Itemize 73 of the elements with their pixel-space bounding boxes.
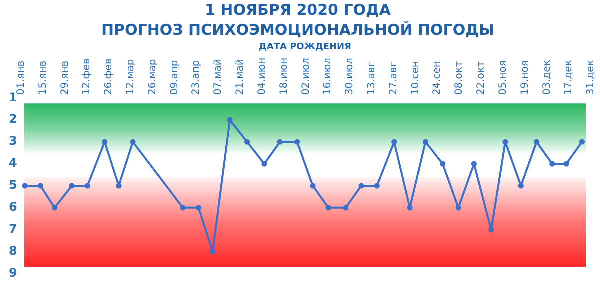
point xyxy=(534,139,540,145)
x-axis-title: ДАТА РОЖДЕНИЯ xyxy=(258,42,352,53)
x-tick-label: 08.окт xyxy=(454,61,466,96)
point xyxy=(310,183,316,189)
point xyxy=(244,139,250,145)
x-tick-label: 15.янв xyxy=(38,60,49,96)
chart-title: 1 НОЯБРЯ 2020 ГОДА xyxy=(205,0,392,19)
chart-subtitle: ПРОГНОЗ ПСИХОЭМОЦИОНАЛЬНОЙ ПОГОДЫ xyxy=(101,20,495,39)
point xyxy=(52,205,58,211)
x-tick-label: 26.фев xyxy=(104,58,115,96)
point xyxy=(564,161,570,167)
point xyxy=(84,183,90,189)
point xyxy=(456,205,462,211)
y-tick-label: 8 xyxy=(8,244,18,258)
point xyxy=(422,139,428,145)
y-tick-label: 1 xyxy=(8,90,18,104)
point xyxy=(69,183,75,189)
point xyxy=(518,183,524,189)
y-tick-label: 5 xyxy=(8,178,18,192)
x-tick-label: 22.окт xyxy=(476,61,488,96)
point xyxy=(227,117,233,123)
point xyxy=(579,139,585,145)
point xyxy=(277,139,283,145)
point xyxy=(471,161,477,167)
y-tick-label: 7 xyxy=(8,222,18,236)
x-tick-label: 21.май xyxy=(235,59,246,96)
x-tick-label: 13.авг xyxy=(366,62,378,96)
x-tick-label: 18.июн xyxy=(278,58,290,96)
x-tick-label: 16.июл xyxy=(322,58,334,96)
y-tick-label: 4 xyxy=(8,156,18,170)
x-tick-label: 12.мар xyxy=(125,59,136,96)
point xyxy=(116,183,122,189)
y-tick-label: 2 xyxy=(8,112,18,126)
point xyxy=(374,183,380,189)
point xyxy=(326,205,332,211)
x-tick-label: 04.июн xyxy=(256,58,268,96)
x-tick-label: 12.фев xyxy=(82,58,93,96)
x-tick-label: 24.сен xyxy=(432,61,444,96)
x-tick-label: 30.июл xyxy=(344,58,356,96)
point xyxy=(38,183,44,189)
point xyxy=(358,183,364,189)
point xyxy=(294,139,300,145)
point xyxy=(488,227,494,233)
x-tick-label: 09.апр xyxy=(169,60,180,96)
point xyxy=(440,161,446,167)
x-tick-label: 19.ноя xyxy=(520,60,531,96)
x-tick-label: 01.янв xyxy=(16,60,27,96)
x-tick-label: 02.июл xyxy=(300,58,312,96)
x-tick-label: 31.дек xyxy=(586,60,597,96)
point xyxy=(392,139,398,145)
x-tick-label: 29.янв xyxy=(60,60,71,96)
x-tick-label: 03.дек xyxy=(542,60,553,96)
y-tick-label: 9 xyxy=(8,266,18,280)
point xyxy=(102,139,108,145)
point xyxy=(196,205,202,211)
point xyxy=(407,205,413,211)
point xyxy=(343,205,349,211)
point xyxy=(262,161,268,167)
x-tick-label: 07.май xyxy=(213,59,224,96)
x-tick-label: 23.апр xyxy=(191,60,202,96)
x-tick-label: 05.ноя xyxy=(498,60,509,96)
point xyxy=(210,249,216,255)
y-tick-label: 3 xyxy=(8,134,18,148)
point xyxy=(180,205,186,211)
point xyxy=(502,139,508,145)
x-tick-label: 26.мар xyxy=(147,59,158,96)
y-tick-label: 6 xyxy=(8,200,18,214)
point xyxy=(130,139,136,145)
x-tick-label: 17.дек xyxy=(564,60,575,96)
x-tick-label: 27.авг xyxy=(388,62,400,96)
point xyxy=(22,183,28,189)
point xyxy=(550,161,556,167)
x-tick-label: 10.сен xyxy=(410,61,422,96)
